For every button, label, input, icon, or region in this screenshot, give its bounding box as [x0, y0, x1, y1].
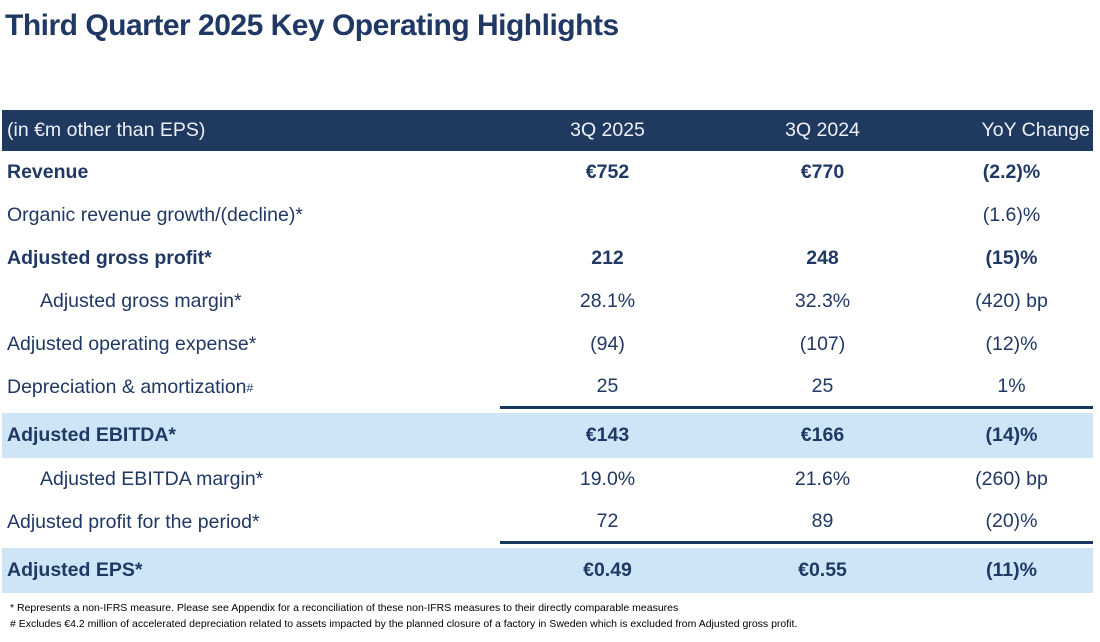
- table-row-adjusted-eps: Adjusted EPS* €0.49 €0.55 (11)%: [2, 548, 1093, 593]
- footnotes: * Represents a non-IFRS measure. Please …: [10, 601, 797, 633]
- header-col-3q2025: 3Q 2025: [570, 119, 645, 141]
- table-row-organic-revenue-growth: Organic revenue growth/(decline)* (1.6)%: [2, 194, 1093, 237]
- value-yoy: (1.6)%: [982, 204, 1041, 226]
- table-row-depreciation-amortization: Depreciation & amortization # 25 25 1%: [2, 366, 1093, 409]
- value-3q2024: €166: [800, 424, 845, 446]
- value-3q2024: [715, 194, 930, 237]
- table-row-adjusted-profit-for-period: Adjusted profit for the period* 72 89 (2…: [2, 501, 1093, 544]
- value-3q2025: 25: [500, 366, 715, 409]
- row-label: Adjusted operating expense*: [7, 333, 257, 355]
- value-3q2025: 212: [591, 247, 624, 269]
- row-label: Revenue: [7, 161, 89, 183]
- value-3q2024: 25: [715, 366, 930, 409]
- value-3q2025: 72: [500, 501, 715, 544]
- value-yoy: (260) bp: [975, 468, 1048, 490]
- value-3q2024: 21.6%: [794, 468, 851, 490]
- value-3q2024: 89: [715, 501, 930, 544]
- row-label: Depreciation & amortization #: [7, 376, 254, 398]
- header-col-3q2024: 3Q 2024: [785, 119, 860, 141]
- value-3q2024: 248: [806, 247, 839, 269]
- value-yoy: (420) bp: [975, 290, 1048, 312]
- value-yoy: (15)%: [985, 247, 1038, 269]
- footnote-depreciation-exclusion: # Excludes €4.2 million of accelerated d…: [10, 617, 798, 630]
- value-3q2025: 28.1%: [579, 290, 636, 312]
- table-row-adjusted-operating-expense: Adjusted operating expense* (94) (107) (…: [2, 323, 1093, 366]
- value-yoy: (14)%: [985, 424, 1038, 446]
- value-3q2025: €0.49: [583, 559, 632, 581]
- value-yoy: (2.2)%: [982, 161, 1041, 183]
- value-3q2024: €770: [800, 161, 845, 183]
- row-label: Adjusted gross margin*: [40, 290, 242, 312]
- row-label: Adjusted profit for the period*: [7, 511, 260, 533]
- row-label: Adjusted EBITDA*: [7, 424, 177, 446]
- value-3q2024: €0.55: [798, 559, 847, 581]
- header-units-label: (in €m other than EPS): [7, 119, 206, 141]
- table-row-adjusted-ebitda-margin: Adjusted EBITDA margin* 19.0% 21.6% (260…: [2, 458, 1093, 501]
- table-row-adjusted-gross-margin: Adjusted gross margin* 28.1% 32.3% (420)…: [2, 280, 1093, 323]
- row-label: Adjusted gross profit*: [7, 247, 212, 269]
- header-col-yoy-change: YoY Change: [981, 119, 1090, 141]
- highlights-table: (in €m other than EPS) 3Q 2025 3Q 2024 Y…: [2, 110, 1093, 593]
- value-3q2024: (107): [799, 333, 846, 355]
- page-title: Third Quarter 2025 Key Operating Highlig…: [5, 9, 619, 42]
- value-yoy: (20)%: [930, 501, 1093, 544]
- value-3q2025: €143: [585, 424, 630, 446]
- value-3q2025: €752: [585, 161, 630, 183]
- row-label: Organic revenue growth/(decline)*: [7, 204, 303, 226]
- value-yoy: (11)%: [986, 559, 1037, 581]
- table-row-adjusted-gross-profit: Adjusted gross profit* 212 248 (15)%: [2, 237, 1093, 280]
- footnote-non-ifrs: * Represents a non-IFRS measure. Please …: [10, 602, 679, 614]
- value-yoy: (12)%: [985, 333, 1038, 355]
- table-row-adjusted-ebitda: Adjusted EBITDA* €143 €166 (14)%: [2, 413, 1093, 458]
- value-3q2025: (94): [590, 333, 625, 355]
- table-header-row: (in €m other than EPS) 3Q 2025 3Q 2024 Y…: [2, 110, 1093, 151]
- value-3q2025: [500, 194, 715, 237]
- value-3q2025: 19.0%: [579, 468, 636, 490]
- value-yoy: 1%: [930, 366, 1093, 409]
- row-label: Adjusted EPS*: [7, 559, 143, 581]
- value-3q2024: 32.3%: [794, 290, 851, 312]
- row-label: Adjusted EBITDA margin*: [40, 468, 264, 490]
- table-row-revenue: Revenue €752 €770 (2.2)%: [2, 151, 1093, 194]
